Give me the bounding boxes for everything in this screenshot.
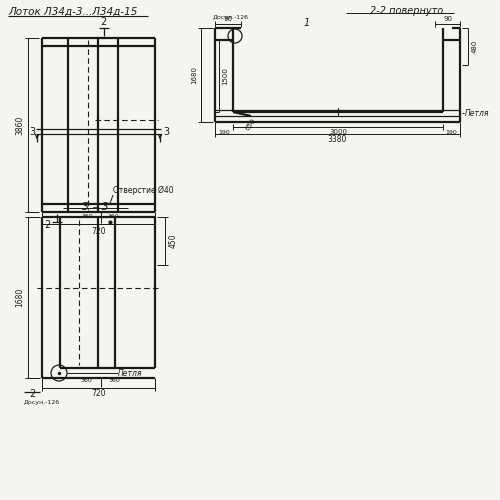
Text: 3: 3 (29, 127, 35, 137)
Text: 1500: 1500 (222, 67, 228, 85)
Text: Лоток Л34д-3...Л34д-15: Лоток Л34д-3...Л34д-15 (8, 7, 138, 17)
Text: 360: 360 (108, 214, 120, 218)
Text: Досул.-126: Досул.-126 (213, 15, 249, 20)
Text: 190: 190 (218, 130, 230, 134)
Text: 480: 480 (472, 40, 478, 52)
Text: 2: 2 (29, 389, 35, 399)
Text: 2: 2 (100, 17, 106, 27)
Text: 360: 360 (82, 214, 94, 218)
Text: 650: 650 (244, 117, 258, 131)
Text: 3860: 3860 (16, 116, 24, 134)
Text: 3 – 3: 3 – 3 (82, 202, 108, 212)
Text: 190: 190 (446, 130, 458, 134)
Text: 3380: 3380 (328, 136, 347, 144)
Text: 2: 2 (44, 220, 50, 230)
Text: 2-2 повернуто: 2-2 повернуто (370, 6, 444, 16)
Text: 1: 1 (304, 18, 310, 28)
Text: 3: 3 (163, 127, 169, 137)
Text: 1680: 1680 (191, 66, 197, 84)
Text: 720: 720 (91, 226, 106, 235)
Text: Отверстие Ø40: Отверстие Ø40 (113, 186, 174, 195)
Text: Досун.-126: Досун.-126 (24, 400, 60, 405)
Text: 90: 90 (224, 16, 232, 22)
Text: Петля: Петля (118, 368, 142, 378)
Text: 3000: 3000 (329, 129, 347, 135)
Text: 720: 720 (91, 390, 106, 398)
Text: 1680: 1680 (16, 288, 24, 307)
Text: Петля: Петля (465, 108, 489, 118)
Text: 450: 450 (168, 234, 177, 248)
Text: 360: 360 (80, 378, 92, 384)
Text: 90: 90 (443, 16, 452, 22)
Text: 360: 360 (108, 378, 120, 384)
